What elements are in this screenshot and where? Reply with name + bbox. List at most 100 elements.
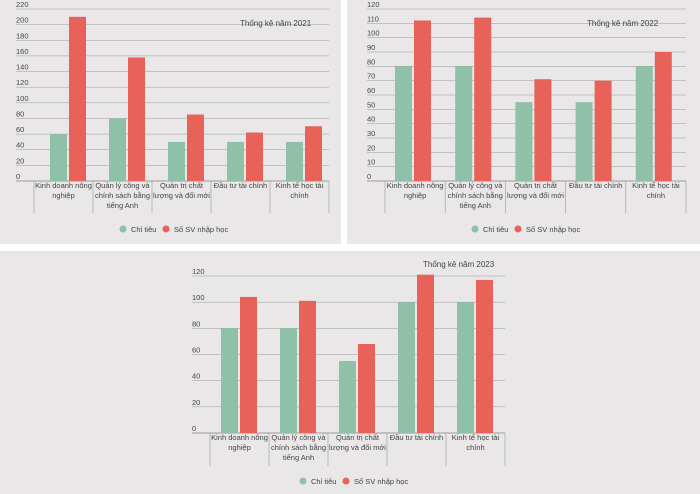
category-label: chính: [290, 191, 308, 200]
category-label: Quản lý công và: [448, 181, 503, 190]
bar-target: [168, 141, 185, 181]
y-tick-label: 50: [367, 100, 375, 109]
bar-enrolled: [476, 279, 493, 433]
chart-title: Thống kê năm 2023: [423, 260, 495, 269]
category-label: Đầu tư tài chính: [214, 181, 267, 190]
category-label: Quản trị chất: [514, 181, 558, 190]
bar-target: [457, 302, 474, 433]
y-tick-label: 60: [367, 86, 375, 95]
y-tick-label: 0: [192, 424, 196, 433]
bar-enrolled: [187, 114, 204, 181]
bar-target: [395, 66, 412, 181]
y-tick-label: 160: [16, 47, 29, 56]
bar-enrolled: [534, 79, 552, 181]
y-tick-label: 90: [367, 43, 375, 52]
bar-enrolled: [240, 296, 257, 433]
bar-target: [221, 328, 238, 433]
category-label: Kinh doanh nông: [387, 181, 444, 190]
y-tick-label: 180: [16, 31, 29, 40]
bar-enrolled: [246, 132, 263, 181]
category-label: lượng và đổi mới: [329, 443, 386, 452]
category-label: chính sách bằng: [271, 443, 326, 452]
y-tick-label: 60: [192, 346, 200, 355]
y-tick-label: 30: [367, 129, 375, 138]
y-tick-label: 120: [367, 0, 380, 9]
bar-enrolled: [299, 300, 316, 433]
y-tick-label: 110: [367, 14, 379, 23]
category-label: Quản trị chất: [160, 181, 204, 190]
category-label: Quản lý công và: [271, 433, 326, 442]
category-label: Quản trị chất: [336, 433, 380, 442]
bar-enrolled: [594, 80, 612, 181]
category-label: lượng và đổi mới: [507, 191, 564, 200]
y-tick-label: 140: [16, 63, 29, 72]
y-tick-label: 0: [367, 172, 371, 181]
legend-marker-target: [119, 225, 127, 233]
y-tick-label: 80: [16, 109, 24, 118]
category-label: Đầu tư tài chính: [390, 433, 443, 442]
y-tick-label: 100: [16, 94, 29, 103]
category-label: chính sách bằng: [448, 191, 503, 200]
chart-2022: 0 10 20 30 40 50 60 70 80 90 100 110 120 Thống kê năm…: [367, 0, 687, 234]
y-tick-label: 100: [192, 293, 205, 302]
y-tick-label: 120: [16, 78, 29, 87]
category-label: chính: [466, 443, 484, 452]
bar-target: [109, 118, 126, 181]
bar-enrolled: [414, 20, 431, 181]
bar-enrolled: [474, 17, 492, 181]
category-label: Kinh tế học tài: [276, 181, 324, 190]
y-tick-label: 80: [192, 319, 200, 328]
legend-marker-enrolled: [514, 225, 522, 233]
y-tick-label: 10: [367, 158, 375, 167]
chart-2021: 0 20 40 60 80 100 120 140 160 180 200 220 Thống kê n…: [16, 0, 330, 234]
legend-label-target: Chỉ tiêu: [483, 225, 508, 234]
legend-marker-enrolled: [342, 477, 350, 485]
bar-target: [280, 328, 297, 433]
bar-target: [455, 66, 473, 181]
bar-enrolled: [358, 344, 375, 433]
bar-target: [227, 141, 244, 181]
bar-target: [286, 141, 303, 181]
bar-target: [575, 102, 593, 181]
category-label: tiếng Anh: [107, 201, 138, 210]
category-label: Đầu tư tài chính: [569, 181, 622, 190]
legend-marker-target: [471, 225, 479, 233]
legend-label-target: Chỉ tiêu: [131, 225, 156, 234]
category-label: chính sách bằng: [95, 191, 150, 200]
y-tick-label: 20: [367, 143, 375, 152]
legend-marker-target: [299, 477, 307, 485]
chart-title: Thống kê năm 2022: [587, 19, 659, 28]
y-tick-label: 80: [367, 57, 375, 66]
category-label: nghiệp: [404, 191, 427, 200]
legend-label-enrolled: Số SV nhập học: [174, 225, 228, 234]
category-label: Kinh tế học tài: [632, 181, 680, 190]
chart-panel-2022: 0 10 20 30 40 50 60 70 80 90 100 110 120 Thống kê năm…: [347, 0, 700, 244]
y-tick-label: 40: [192, 372, 200, 381]
y-tick-label: 70: [367, 72, 375, 81]
chart-panel-2023: 0 20 40 60 80 100 120 Thống kê năm 2023 Kinh doa…: [0, 251, 700, 494]
category-label: Kinh tế học tài: [452, 433, 500, 442]
bar-enrolled: [69, 16, 86, 182]
category-label: Kinh doanh nông: [211, 433, 268, 442]
legend-label-target: Chỉ tiêu: [311, 477, 336, 486]
y-tick-label: 200: [16, 16, 29, 25]
y-tick-label: 120: [192, 267, 205, 276]
chart-title: Thống kê năm 2021: [240, 19, 312, 28]
category-label: chính: [647, 191, 665, 200]
bar-enrolled: [305, 126, 322, 181]
category-label: nghiệp: [228, 443, 251, 452]
y-tick-label: 60: [16, 125, 24, 134]
y-tick-label: 100: [367, 29, 380, 38]
category-label: Quản lý công và: [95, 181, 150, 190]
category-label: tiếng Anh: [460, 201, 491, 210]
y-tick-label: 0: [16, 172, 20, 181]
y-tick-label: 20: [16, 156, 24, 165]
bar-target: [339, 361, 356, 433]
category-label: lượng và đổi mới: [153, 191, 210, 200]
bar-enrolled: [654, 52, 672, 181]
bar-target: [635, 66, 653, 181]
category-label: nghiệp: [52, 191, 75, 200]
bar-enrolled: [128, 57, 145, 181]
chart-panel-2021: 0 20 40 60 80 100 120 140 160 180 200 220 Thống kê n…: [0, 0, 341, 244]
y-tick-label: 220: [16, 0, 29, 9]
